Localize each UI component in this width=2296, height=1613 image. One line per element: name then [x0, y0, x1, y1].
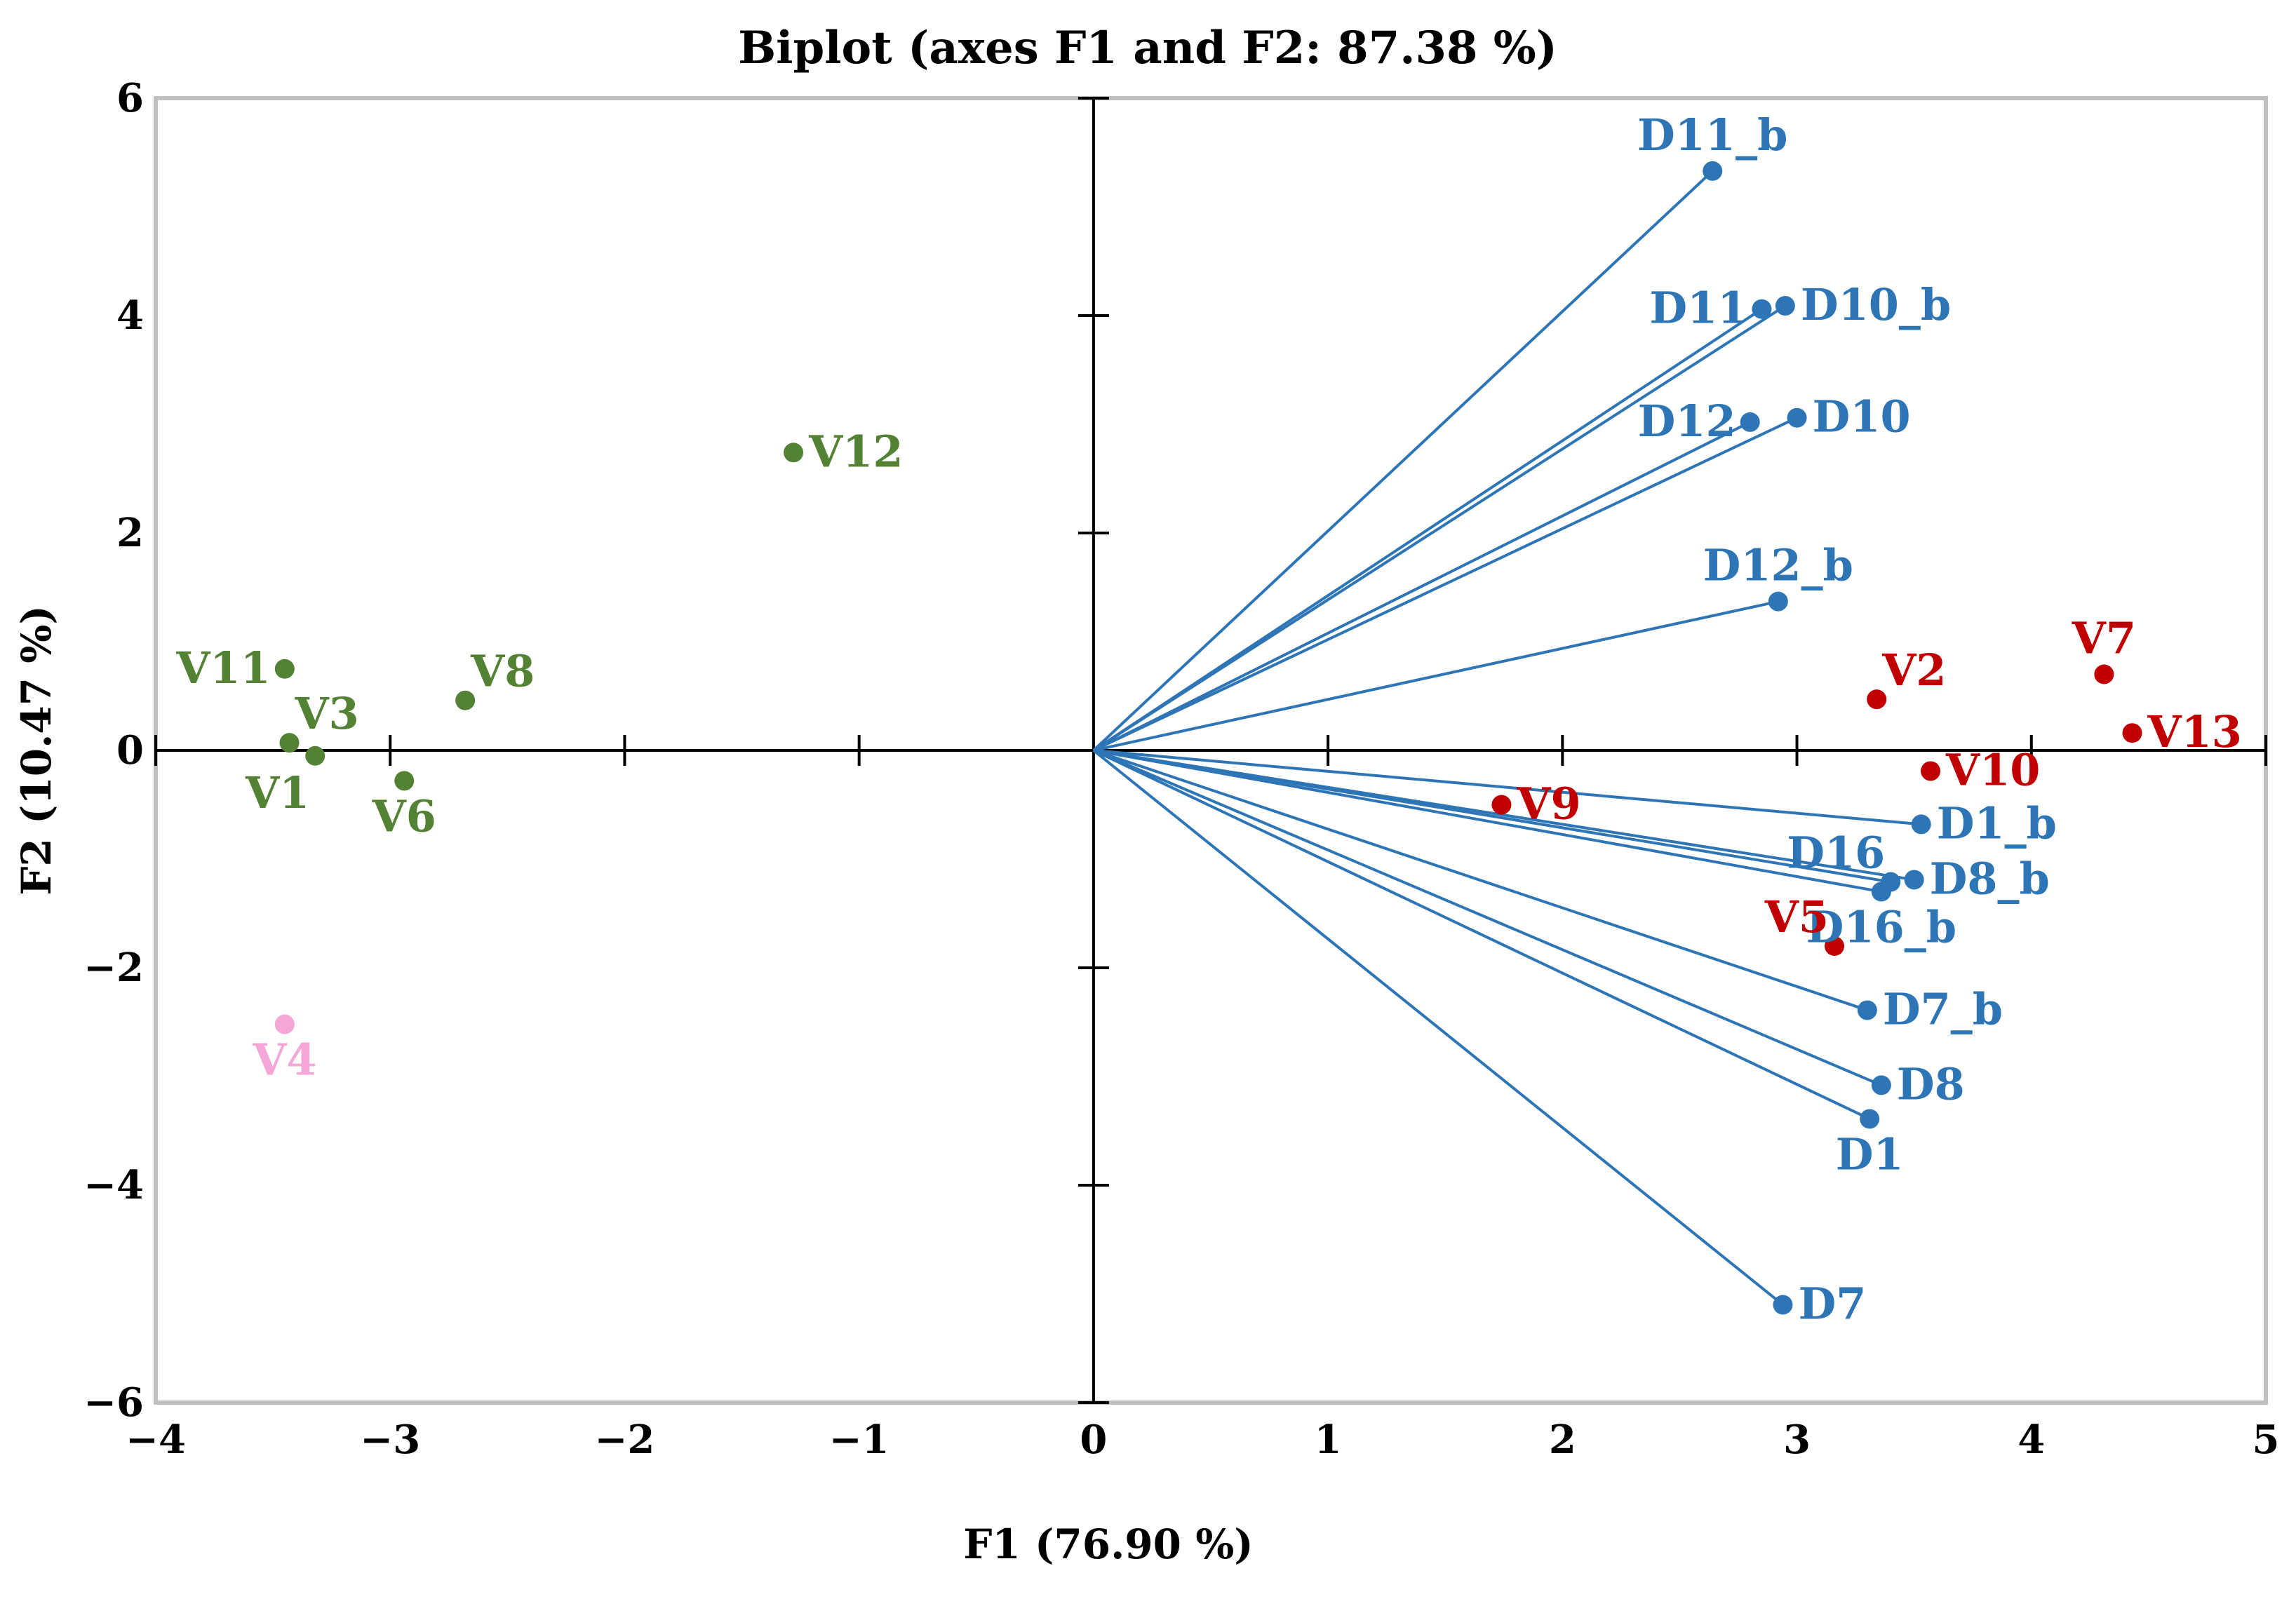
point-v7: [2094, 664, 2114, 684]
label-d7: D7: [1799, 1278, 1867, 1330]
point-v1: [305, 745, 325, 766]
point-v3: [279, 733, 300, 753]
label-d7-b: D7_b: [1883, 983, 2003, 1034]
vector-d8-b: [1093, 749, 1914, 882]
label-v6: V6: [372, 790, 436, 842]
point-d12: [1740, 412, 1760, 432]
y-tick-label: −6: [83, 1379, 144, 1426]
vector-d12-b: [1093, 600, 1779, 752]
point-d11-b: [1703, 161, 1723, 181]
y-tick-label: −2: [83, 945, 144, 991]
y-tick-label: 2: [116, 510, 144, 556]
vector-d11: [1092, 308, 1763, 752]
x-tick-label: −1: [829, 1417, 889, 1463]
label-v1: V1: [245, 767, 309, 818]
label-v10: V10: [1945, 744, 2040, 795]
x-tick-label: 3: [1783, 1417, 1811, 1463]
label-d8: D8: [1897, 1058, 1965, 1109]
label-v7: V7: [2072, 613, 2136, 664]
label-v13: V13: [2147, 706, 2241, 757]
point-d12-b: [1768, 591, 1788, 612]
x-tick-label: −4: [126, 1417, 186, 1463]
point-v6: [394, 771, 415, 791]
loading-vectors: [1092, 170, 1921, 1307]
label-d1-b: D1_b: [1937, 797, 2057, 849]
point-v9: [1491, 795, 1512, 815]
x-tick-label: 5: [2253, 1417, 2280, 1463]
chart-title: Biplot (axes F1 and F2: 87.38 %): [738, 22, 1557, 74]
point-d1-b: [1911, 814, 1931, 835]
point-v10: [1921, 761, 1941, 781]
point-d10: [1787, 407, 1807, 428]
label-v12: V12: [808, 426, 903, 477]
point-d8-b: [1904, 870, 1924, 890]
x-axis-title: F1 (76.90 %): [963, 1520, 1254, 1568]
vector-d1: [1093, 749, 1871, 1121]
y-tick-label: −4: [83, 1162, 144, 1208]
label-v4: V4: [252, 1034, 316, 1086]
vector-d7-b: [1093, 749, 1868, 1012]
y-tick-label: 6: [116, 75, 144, 121]
label-d16-b: D16_b: [1806, 902, 1956, 953]
point-d1: [1860, 1109, 1880, 1129]
label-d12-b: D12_b: [1703, 540, 1853, 591]
label-d11: D11: [1649, 283, 1747, 334]
point-v4: [274, 1014, 295, 1034]
point-d7-b: [1857, 1000, 1877, 1020]
vector-d7: [1092, 749, 1784, 1307]
x-tick-label: 1: [1315, 1417, 1342, 1463]
vector-d10-b: [1092, 304, 1786, 752]
x-tick-label: 4: [2018, 1417, 2045, 1463]
point-d10-b: [1775, 296, 1795, 316]
x-tick-label: −2: [594, 1417, 654, 1463]
label-v3: V3: [295, 688, 359, 739]
x-tick-label: 2: [1549, 1417, 1576, 1463]
y-axis-title: F2 (10.47 %): [13, 605, 60, 896]
label-d1: D1: [1836, 1128, 1904, 1180]
y-tick-label: 4: [116, 292, 144, 339]
vector-d12: [1092, 421, 1751, 752]
point-labels: D11_b D11 D10_b D12 D10 D12_b D1_b D16 D8_bD16_b…: [175, 109, 2241, 1330]
label-v11: V11: [175, 642, 270, 694]
vector-d16-b: [1093, 749, 1882, 893]
label-d12: D12: [1638, 396, 1736, 447]
label-v9: V9: [1516, 778, 1580, 830]
point-v5: [1825, 936, 1845, 956]
label-d10: D10: [1813, 391, 1911, 443]
observation-points: [274, 161, 2142, 1315]
x-tick-label: 0: [1080, 1417, 1107, 1463]
label-d8-b: D8_b: [1930, 853, 2050, 904]
label-v8: V8: [470, 646, 535, 697]
label-d16: D16: [1787, 828, 1885, 879]
point-v8: [455, 690, 476, 710]
label-v2: V2: [1881, 644, 1946, 696]
x-tick-label: −3: [360, 1417, 420, 1463]
point-d11: [1752, 299, 1772, 319]
point-v2: [1867, 689, 1887, 710]
vector-d11-b: [1092, 170, 1714, 752]
point-v13: [2122, 723, 2142, 743]
point-d16-b: [1871, 882, 1891, 902]
point-v11: [274, 659, 295, 679]
vector-d8: [1093, 749, 1882, 1087]
axes-layer: [154, 97, 2267, 1404]
label-v5: V5: [1764, 891, 1829, 943]
vector-d10: [1093, 416, 1798, 752]
label-d11-b: D11_b: [1637, 109, 1787, 161]
point-d8: [1871, 1075, 1891, 1095]
y-tick-label: 0: [116, 727, 144, 774]
point-v12: [784, 443, 804, 463]
vector-d1-b: [1093, 749, 1921, 826]
point-d7: [1773, 1295, 1793, 1315]
label-d10-b: D10_b: [1801, 279, 1951, 330]
